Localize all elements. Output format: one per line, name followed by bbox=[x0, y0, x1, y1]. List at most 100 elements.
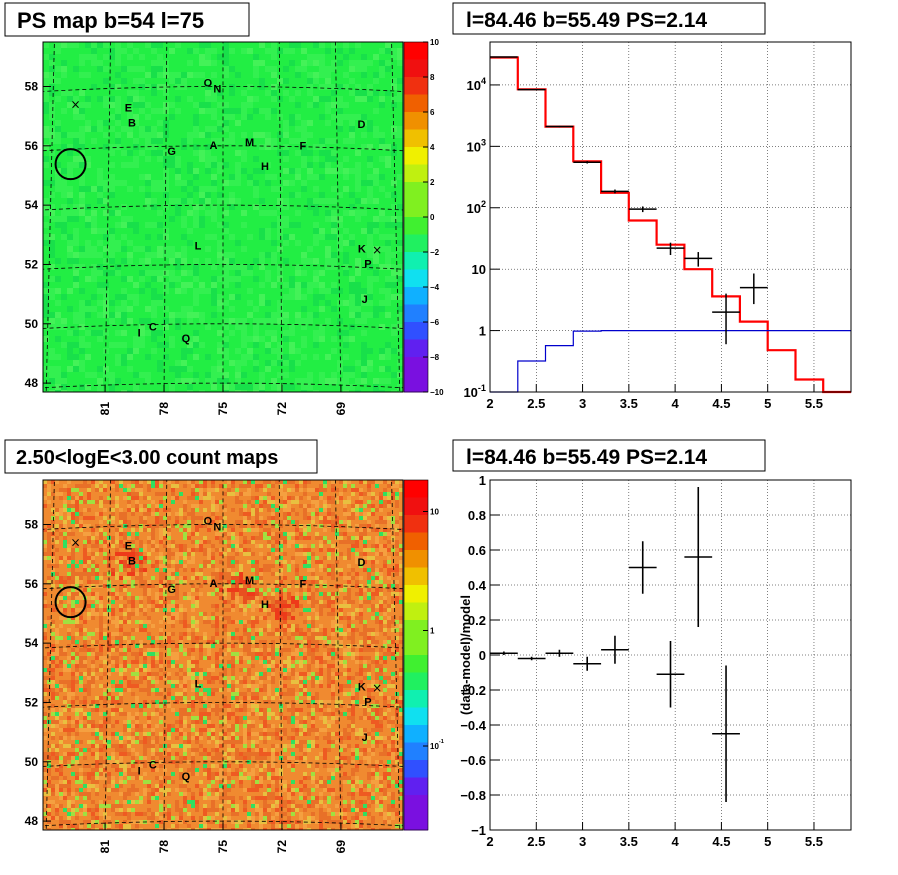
marker-cross: × bbox=[71, 98, 81, 112]
ps-map-plot bbox=[43, 42, 403, 392]
data-point bbox=[712, 293, 740, 345]
colorbar-swatch bbox=[404, 199, 428, 218]
colorbar-swatch bbox=[404, 707, 428, 726]
x-tick-label: 3 bbox=[579, 834, 586, 849]
source-label: K bbox=[358, 243, 366, 255]
y-tick-label: 0 bbox=[479, 648, 486, 663]
colorbar-swatch bbox=[404, 550, 428, 568]
colorbar-swatch bbox=[404, 532, 428, 551]
source-label: G bbox=[167, 584, 176, 596]
latitude-line bbox=[43, 820, 403, 827]
count-map-title: 2.50<logE<3.00 count maps bbox=[16, 447, 278, 469]
colorbar-tick-label: 10-1 bbox=[430, 739, 444, 751]
colorbar-tick-label: 8 bbox=[430, 73, 435, 82]
panel-bottom-right: 2 2.5 3 3.5 4 4.5 5 5.5 1 0.8 0.6 0.4 0.2 0 −0.2 −0.4 −0… bbox=[452, 439, 852, 849]
colorbar-swatch bbox=[404, 567, 428, 586]
residual-point bbox=[628, 541, 657, 594]
x-tick-label: 2 bbox=[486, 834, 493, 849]
y-tick-label: −0.2 bbox=[460, 683, 486, 698]
residual-point bbox=[545, 649, 574, 657]
y-tick-label: 52 bbox=[25, 695, 39, 709]
y-tick-label: 48 bbox=[25, 814, 39, 828]
colorbar-swatch bbox=[404, 357, 428, 375]
source-label: N bbox=[213, 521, 221, 533]
colorbar-swatch bbox=[404, 602, 428, 621]
marker-cross: × bbox=[71, 536, 81, 550]
colorbar-swatch bbox=[404, 269, 428, 288]
spectrum-title: l=84.46 b=55.49 PS=2.14 bbox=[466, 9, 707, 32]
colorbar-swatch bbox=[404, 304, 428, 323]
x-tick-label: 78 bbox=[157, 840, 171, 854]
y-tick-label: 10-1 bbox=[463, 383, 486, 400]
data-point bbox=[517, 88, 546, 91]
residual-title: l=84.46 b=55.49 PS=2.14 bbox=[466, 446, 707, 469]
colorbar-swatch bbox=[404, 94, 428, 113]
colorbar-tick-label: −10 bbox=[430, 388, 444, 397]
source-label: H bbox=[261, 599, 269, 611]
x-tick-label: 4.5 bbox=[712, 834, 730, 849]
y-tick-label: 0.6 bbox=[468, 543, 486, 558]
colorbar-tick-label: −2 bbox=[430, 248, 440, 257]
ps-map-title: PS map b=54 l=75 bbox=[17, 8, 204, 33]
colorbar-swatch bbox=[404, 217, 428, 235]
colorbar-swatch bbox=[404, 812, 428, 831]
data-point bbox=[545, 125, 574, 128]
source-label: I bbox=[138, 766, 141, 778]
ps-map-source-labels: O N EB D A M F G H L KP J CI Q × × bbox=[54, 78, 382, 345]
source-label: F bbox=[300, 141, 307, 153]
y-tick-label: 48 bbox=[25, 376, 39, 390]
y-tick-label: 1 bbox=[479, 473, 486, 488]
residual-point bbox=[517, 656, 546, 661]
colorbar-swatch bbox=[404, 742, 428, 761]
source-label: A bbox=[210, 140, 218, 152]
residual-point bbox=[656, 641, 685, 708]
x-tick-label: 72 bbox=[275, 840, 289, 854]
y-tick-label: 52 bbox=[25, 257, 39, 271]
x-tick-label: 5 bbox=[764, 396, 771, 411]
residual-axes: 2 2.5 3 3.5 4 4.5 5 5.5 1 0.8 0.6 0.4 0.2 0 −0.2 −0.4 −0… bbox=[460, 473, 823, 849]
source-label: E bbox=[125, 541, 132, 553]
y-tick-label: 1 bbox=[479, 324, 486, 339]
x-tick-label: 2.5 bbox=[527, 834, 545, 849]
source-label: P bbox=[364, 259, 371, 271]
source-label: D bbox=[357, 119, 365, 131]
source-label: B bbox=[128, 555, 136, 567]
y-tick-label: −1 bbox=[471, 823, 486, 838]
x-tick-label: 4 bbox=[672, 834, 680, 849]
x-tick-label: 81 bbox=[98, 840, 112, 854]
data-point bbox=[684, 252, 713, 267]
marker-cross: × bbox=[372, 681, 382, 695]
data-point bbox=[628, 206, 657, 213]
roi-circle bbox=[54, 586, 87, 619]
latitude-line bbox=[43, 702, 403, 708]
colorbar-swatch bbox=[404, 147, 428, 165]
colorbar-swatch bbox=[404, 637, 428, 656]
colorbar-swatch bbox=[404, 585, 428, 603]
y-tick-label: 0.2 bbox=[468, 613, 486, 628]
latitude-line bbox=[43, 204, 403, 211]
spectrum-axes: 2 2.5 3 3.5 4 4.5 5 5.5 10-1 1 10 102 103 104 bbox=[463, 76, 823, 411]
y-tick-label: 10 bbox=[472, 262, 486, 277]
colorbar-swatch bbox=[404, 760, 428, 778]
x-tick-label: 3 bbox=[579, 396, 586, 411]
source-label: Q bbox=[182, 333, 191, 345]
data-point bbox=[490, 56, 518, 58]
colorbar-swatch bbox=[404, 620, 428, 638]
model-step-line bbox=[490, 56, 851, 394]
source-label: M bbox=[245, 137, 254, 149]
count-map-title-box bbox=[4, 439, 318, 474]
source-label: C bbox=[149, 759, 157, 771]
source-label: J bbox=[362, 294, 368, 306]
colorbar-tick-label: 10 bbox=[430, 38, 439, 47]
map-pixels bbox=[43, 42, 403, 392]
panel-top-right: 2 2.5 3 3.5 4 4.5 5 5.5 10-1 1 10 102 103 104 l=84.46… bbox=[452, 2, 852, 411]
colorbar-tick-label: 0 bbox=[430, 213, 435, 222]
y-tick-label: 58 bbox=[25, 79, 39, 93]
colorbar-swatch bbox=[404, 655, 428, 673]
colorbar-swatch bbox=[404, 374, 428, 393]
spectrum-frame bbox=[489, 41, 852, 393]
x-tick-label: 75 bbox=[216, 402, 230, 416]
colorbar-swatch bbox=[404, 42, 428, 60]
colorbar-swatch bbox=[404, 690, 428, 708]
background-step-line bbox=[490, 330, 851, 393]
